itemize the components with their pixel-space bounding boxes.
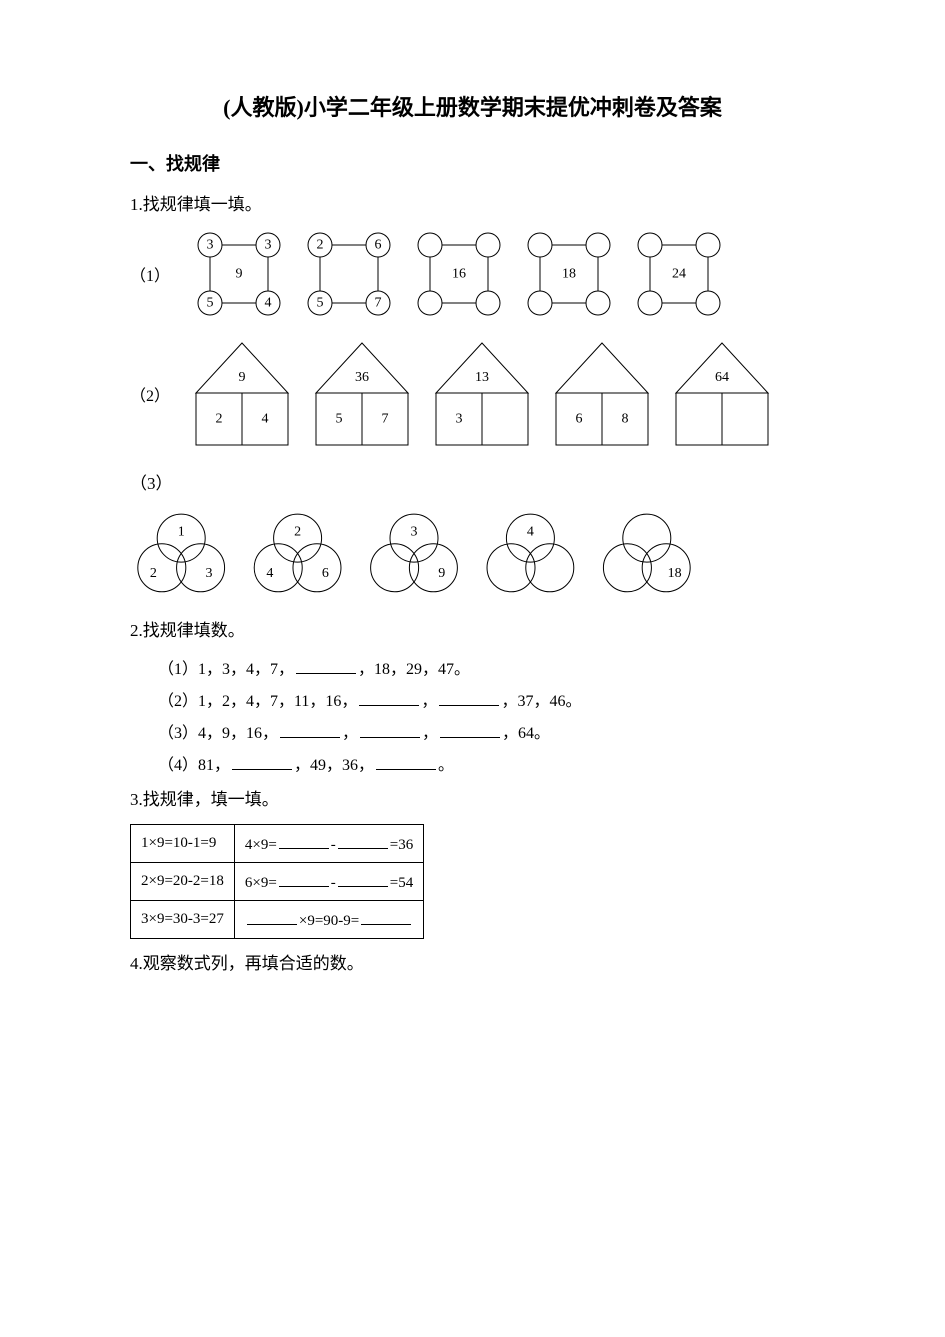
q2-line: （2）1，2，4，7，11，16，，，37，46。 bbox=[158, 687, 815, 711]
q2-line: （3）4，9，16，，，，64。 bbox=[158, 719, 815, 743]
question-1-head: 1.找规律填一填。 bbox=[130, 190, 815, 215]
svg-text:3: 3 bbox=[411, 525, 418, 540]
q1-part2-row: （2） 92436571336864 bbox=[130, 341, 815, 447]
svg-text:13: 13 bbox=[475, 370, 489, 385]
q2-line: （1）1，3，4，7，，18，29，47。 bbox=[158, 655, 815, 679]
svg-text:4: 4 bbox=[262, 412, 269, 427]
question-2-head: 2.找规律填数。 bbox=[130, 616, 815, 641]
svg-text:5: 5 bbox=[317, 296, 324, 311]
svg-text:4: 4 bbox=[527, 525, 534, 540]
q1-part3-figures: 1 2 3 2 4 6 3 9 4 18 bbox=[138, 508, 690, 594]
fill-blank[interactable] bbox=[232, 753, 292, 770]
fill-blank[interactable] bbox=[247, 909, 297, 925]
svg-text:16: 16 bbox=[452, 267, 466, 282]
table-cell: 1×9=10-1=9 bbox=[131, 825, 235, 863]
q1-part1-figures: 3 3 5 4 9 2 6 5 7 16 18 24 bbox=[194, 229, 724, 319]
q2-lines: （1）1，3，4，7，，18，29，47。 （2）1，2，4，7，11，16，，，… bbox=[130, 655, 815, 775]
svg-text:24: 24 bbox=[672, 267, 686, 282]
svg-text:1: 1 bbox=[178, 525, 185, 540]
svg-text:4: 4 bbox=[265, 296, 272, 311]
fill-blank[interactable] bbox=[361, 909, 411, 925]
question-3-head: 3.找规律，填一填。 bbox=[130, 785, 815, 810]
table-row: 3×9=30-3=27×9=90-9= bbox=[131, 901, 424, 939]
worksheet-page: (人教版)小学二年级上册数学期末提优冲刺卷及答案 一、找规律 1.找规律填一填。… bbox=[0, 0, 945, 1048]
table-cell: ×9=90-9= bbox=[234, 901, 423, 939]
q1-part2-label: （2） bbox=[130, 382, 176, 406]
svg-text:2: 2 bbox=[294, 525, 301, 540]
fill-blank[interactable] bbox=[296, 657, 356, 674]
table-row: 1×9=10-1=94×9=-=36 bbox=[131, 825, 424, 863]
svg-text:6: 6 bbox=[576, 412, 583, 427]
svg-text:36: 36 bbox=[355, 370, 369, 385]
svg-text:3: 3 bbox=[456, 412, 463, 427]
fill-blank[interactable] bbox=[279, 833, 329, 849]
table-cell: 3×9=30-3=27 bbox=[131, 901, 235, 939]
fill-blank[interactable] bbox=[280, 721, 340, 738]
svg-text:18: 18 bbox=[668, 566, 682, 581]
q1-part3-row: 1 2 3 2 4 6 3 9 4 18 bbox=[130, 508, 815, 594]
q3-table: 1×9=10-1=94×9=-=362×9=20-2=186×9=-=543×9… bbox=[130, 824, 424, 939]
fill-blank[interactable] bbox=[440, 721, 500, 738]
svg-text:5: 5 bbox=[207, 296, 214, 311]
svg-text:4: 4 bbox=[266, 566, 273, 581]
svg-text:3: 3 bbox=[265, 238, 272, 253]
table-cell: 6×9=-=54 bbox=[234, 863, 423, 901]
svg-text:3: 3 bbox=[205, 566, 212, 581]
page-title: (人教版)小学二年级上册数学期末提优冲刺卷及答案 bbox=[130, 90, 815, 122]
svg-text:7: 7 bbox=[375, 296, 382, 311]
svg-text:3: 3 bbox=[207, 238, 214, 253]
svg-text:2: 2 bbox=[150, 566, 157, 581]
section-heading-1: 一、找规律 bbox=[130, 150, 815, 176]
q1-part2-figures: 92436571336864 bbox=[194, 341, 770, 447]
svg-text:9: 9 bbox=[236, 267, 243, 282]
svg-text:2: 2 bbox=[216, 412, 223, 427]
fill-blank[interactable] bbox=[376, 753, 436, 770]
svg-text:64: 64 bbox=[715, 370, 729, 385]
svg-text:5: 5 bbox=[336, 412, 343, 427]
svg-text:8: 8 bbox=[622, 412, 629, 427]
table-row: 2×9=20-2=186×9=-=54 bbox=[131, 863, 424, 901]
fill-blank[interactable] bbox=[439, 689, 499, 706]
fill-blank[interactable] bbox=[279, 871, 329, 887]
question-4-head: 4.观察数式列，再填合适的数。 bbox=[130, 949, 815, 974]
svg-text:9: 9 bbox=[239, 370, 246, 385]
svg-text:9: 9 bbox=[438, 566, 445, 581]
svg-text:6: 6 bbox=[322, 566, 329, 581]
svg-text:6: 6 bbox=[375, 238, 382, 253]
fill-blank[interactable] bbox=[360, 721, 420, 738]
svg-text:18: 18 bbox=[562, 267, 576, 282]
q1-part3-label: （3） bbox=[130, 469, 815, 494]
fill-blank[interactable] bbox=[338, 833, 388, 849]
table-cell: 2×9=20-2=18 bbox=[131, 863, 235, 901]
fill-blank[interactable] bbox=[338, 871, 388, 887]
q1-part1-label: （1） bbox=[130, 262, 176, 286]
fill-blank[interactable] bbox=[359, 689, 419, 706]
svg-text:2: 2 bbox=[317, 238, 324, 253]
q2-line: （4）81，，49，36，。 bbox=[158, 751, 815, 775]
svg-text:7: 7 bbox=[382, 412, 389, 427]
q1-part1-row: （1） 3 3 5 4 9 2 6 5 7 16 18 24 bbox=[130, 229, 815, 319]
table-cell: 4×9=-=36 bbox=[234, 825, 423, 863]
